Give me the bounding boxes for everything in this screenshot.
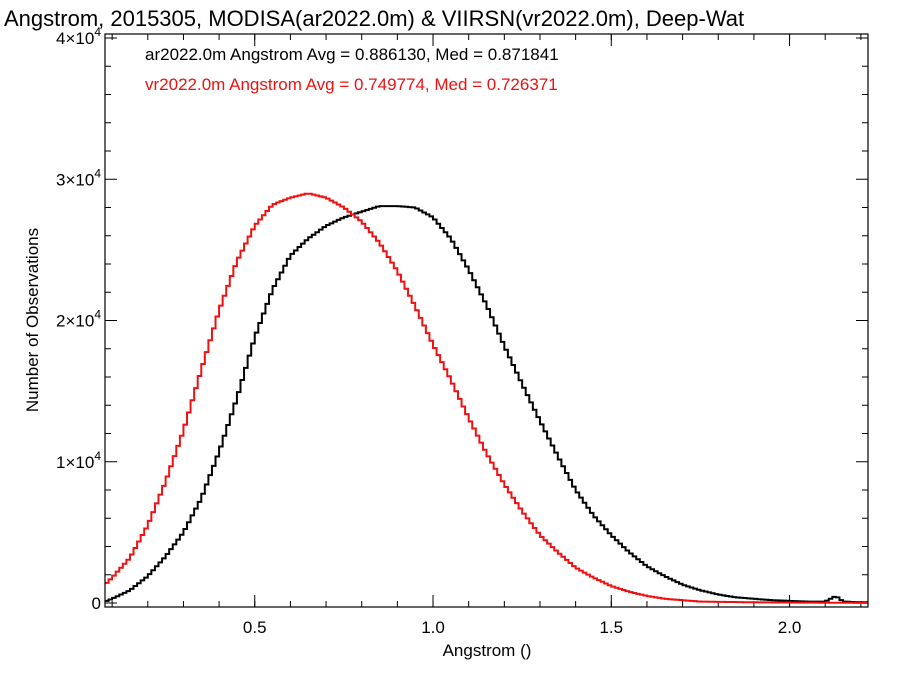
- annotation-vr: vr2022.0m Angstrom Avg = 0.749774, Med =…: [145, 75, 558, 94]
- y-tick-exponent: 4: [94, 449, 101, 463]
- annotation-ar: ar2022.0m Angstrom Avg = 0.886130, Med =…: [145, 45, 559, 64]
- chart-title: Angstrom, 2015305, MODISA(ar2022.0m) & V…: [4, 6, 744, 31]
- y-tick-mantissa: 4×10: [56, 29, 94, 48]
- x-tick-label: 2.0: [778, 618, 802, 637]
- y-tick-exponent: 4: [94, 308, 101, 322]
- series-ar-histogram: [105, 205, 868, 604]
- plot-frame: [104, 33, 869, 608]
- y-tick-mantissa: 1×10: [56, 453, 94, 472]
- y-tick-label: 2×104: [56, 308, 101, 331]
- y-tick-mantissa: 3×10: [56, 170, 94, 189]
- x-axis-label: Angstrom (): [443, 641, 532, 660]
- y-axis-label: Number of Observations: [23, 228, 42, 412]
- y-tick-mantissa: 0: [92, 594, 101, 613]
- y-tick-exponent: 4: [94, 25, 101, 39]
- y-tick-label: 0: [92, 594, 101, 613]
- y-tick-mantissa: 2×10: [56, 312, 94, 331]
- y-tick-label: 1×104: [56, 449, 101, 472]
- x-tick-label: 1.5: [599, 618, 623, 637]
- y-tick-label: 4×104: [56, 25, 101, 48]
- y-tick-exponent: 4: [94, 166, 101, 180]
- y-tick-label: 3×104: [56, 166, 101, 189]
- x-tick-label: 0.5: [243, 618, 267, 637]
- series-vr-histogram: [105, 192, 868, 604]
- x-tick-label: 1.0: [421, 618, 445, 637]
